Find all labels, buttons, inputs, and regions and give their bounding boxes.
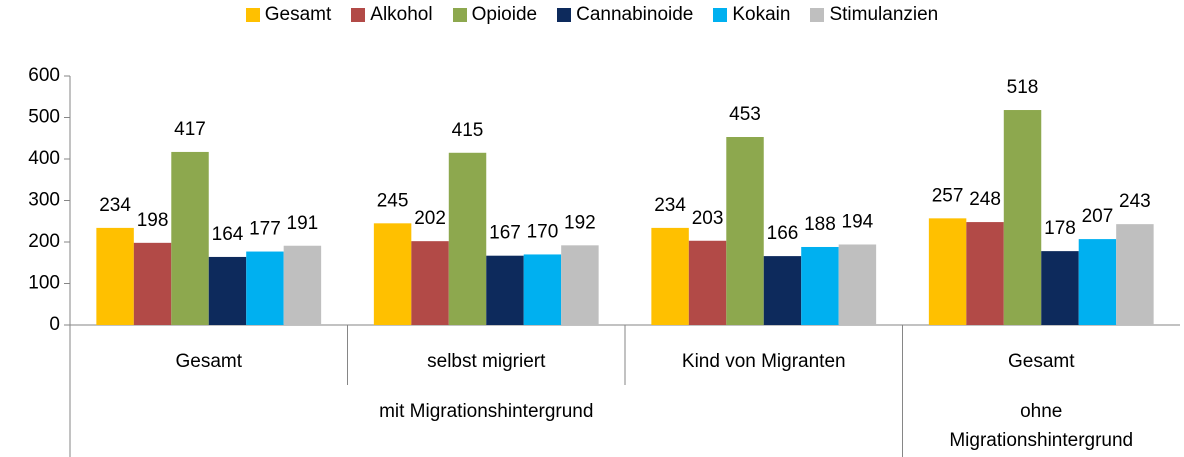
legend: Gesamt Alkohol Opioide Cannabinoide Kokain St… (0, 4, 1184, 26)
legend-item: Alkohol (351, 4, 433, 26)
bar (486, 255, 524, 325)
legend-swatch (713, 8, 728, 22)
data-label: 234 (99, 195, 131, 216)
group-label: ohne Migrationshintergrund (949, 401, 1134, 451)
y-tick-label: 400 (28, 148, 60, 169)
bar (838, 244, 877, 325)
bar (763, 256, 802, 325)
bar (448, 152, 487, 325)
data-label: 518 (1007, 77, 1039, 98)
legend-item: Opioide (452, 4, 538, 26)
bar (373, 223, 412, 325)
data-label: 164 (212, 224, 244, 245)
bar (1078, 239, 1117, 325)
legend-label: Stimulanzien (829, 4, 939, 25)
legend-item: Stimulanzien (810, 4, 938, 26)
legend-swatch (351, 8, 366, 22)
data-label: 248 (969, 189, 1001, 210)
data-label: 234 (654, 195, 686, 216)
bar (171, 151, 209, 325)
legend-swatch (245, 8, 260, 22)
bar (133, 242, 172, 325)
legend-swatch (452, 8, 467, 22)
group-label: mit Migrationshintergrund (379, 401, 594, 422)
data-label: 192 (564, 212, 596, 233)
data-label: 257 (932, 185, 964, 206)
y-tick-label: 500 (28, 107, 60, 128)
legend-item: Gesamt (245, 4, 332, 26)
data-label: 166 (767, 223, 799, 244)
data-label: 245 (377, 190, 409, 211)
bar (688, 240, 727, 325)
x-tick-label: Kind von Migranten (682, 351, 846, 372)
data-label: 417 (174, 119, 206, 140)
bar (1003, 110, 1042, 325)
bar (928, 218, 967, 325)
legend-swatch (557, 8, 572, 22)
data-label: 194 (842, 212, 874, 233)
y-tick-label: 300 (28, 190, 60, 211)
legend-label: Kokain (732, 4, 791, 25)
data-label: 202 (414, 208, 446, 229)
legend-label: Opioide (471, 4, 538, 25)
data-label: 167 (489, 223, 521, 244)
data-label: 188 (804, 214, 836, 235)
data-label: 170 (527, 221, 559, 242)
y-tick-label: 0 (49, 314, 60, 335)
bar (651, 227, 689, 325)
data-label: 203 (692, 208, 724, 229)
data-label: 207 (1082, 206, 1114, 227)
bar (561, 245, 599, 325)
legend-swatch (810, 8, 825, 22)
bar (246, 251, 284, 325)
bar (726, 137, 764, 325)
bar (411, 241, 449, 325)
legend-label: Gesamt (264, 4, 332, 25)
y-tick-label: 100 (28, 273, 60, 294)
x-tick-label: Gesamt (175, 351, 242, 372)
data-label: 178 (1044, 218, 1076, 239)
bar (966, 222, 1004, 325)
data-label: 415 (452, 120, 484, 141)
legend-item: Kokain (713, 4, 790, 26)
data-label: 191 (287, 213, 319, 234)
x-tick-label: selbst migriert (427, 351, 546, 372)
data-label: 198 (137, 210, 169, 231)
data-label: 453 (729, 104, 761, 125)
bar (208, 256, 247, 325)
y-tick-label: 600 (28, 65, 60, 86)
data-label: 243 (1119, 191, 1151, 212)
legend-item: Cannabinoide (557, 4, 693, 26)
bar (1041, 251, 1079, 325)
data-label: 177 (249, 219, 281, 240)
legend-label: Cannabinoide (576, 4, 694, 25)
x-tick-label: Gesamt (1008, 351, 1075, 372)
bar (96, 227, 134, 325)
bar (283, 245, 322, 325)
bar (523, 254, 562, 325)
legend-label: Alkohol (370, 4, 433, 25)
bar (801, 246, 839, 325)
bar (1116, 224, 1154, 325)
y-tick-label: 200 (28, 231, 60, 252)
